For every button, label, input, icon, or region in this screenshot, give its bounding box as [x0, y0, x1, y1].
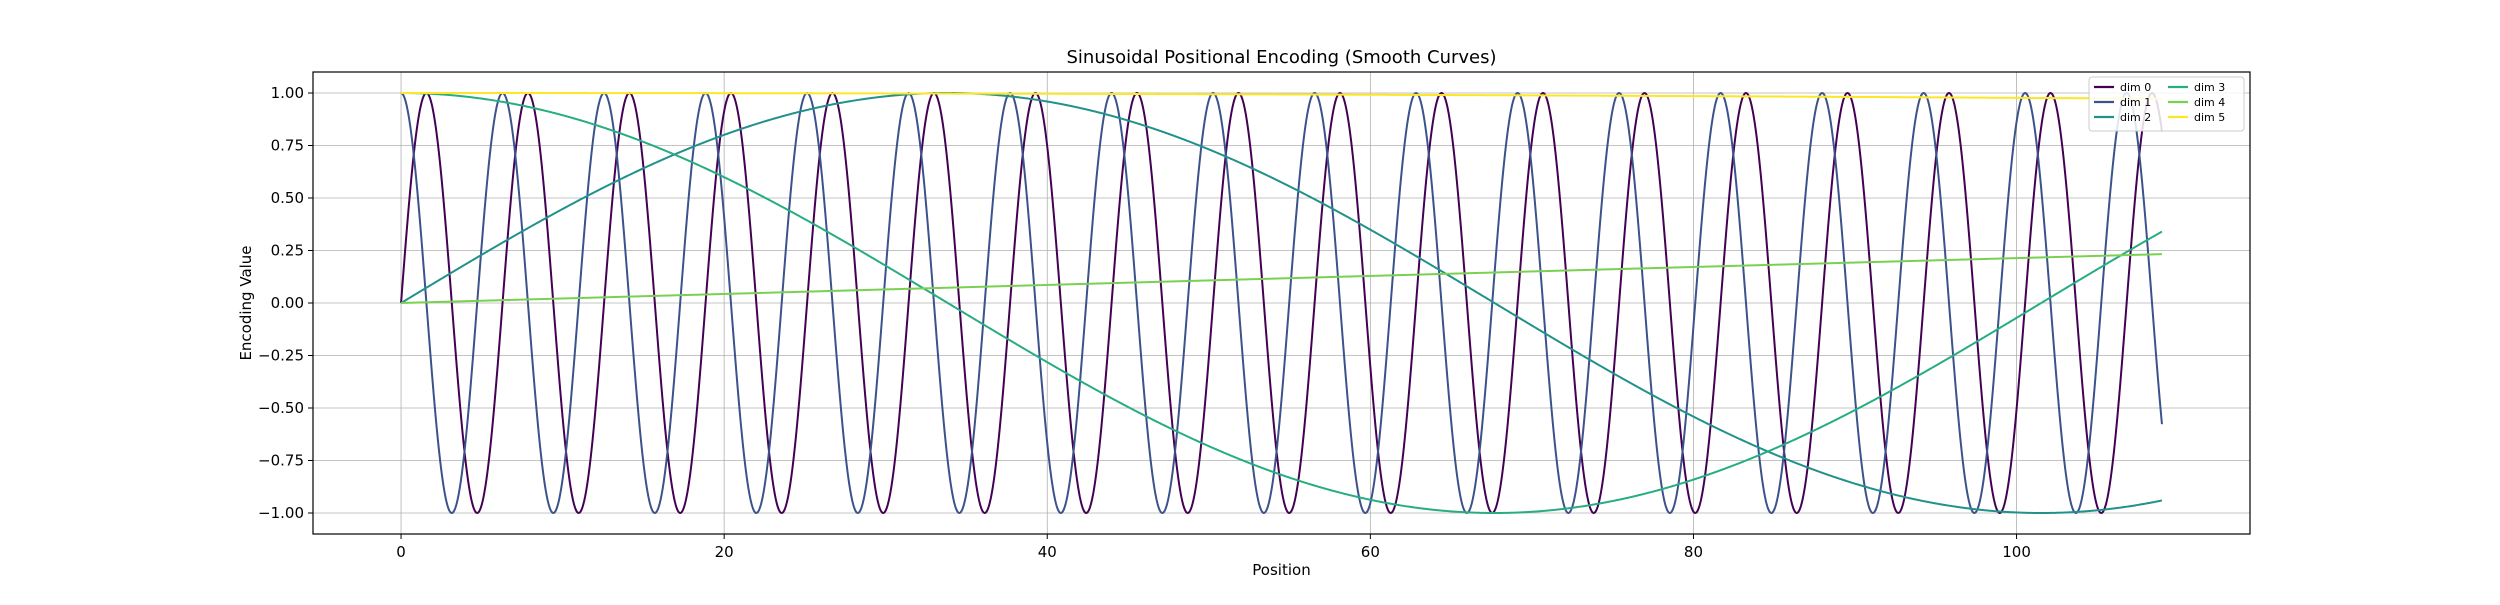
- chart-title: Sinusoidal Positional Encoding (Smooth C…: [1066, 47, 1496, 68]
- y-tick-label: −1.00: [258, 504, 304, 522]
- series-line-dim-0: [400, 92, 2163, 514]
- series-line-dim-4: [400, 253, 2163, 304]
- x-tick-label: 100: [2002, 543, 2031, 561]
- x-tick-label: 60: [1361, 543, 1380, 561]
- y-tick-label: −0.50: [258, 399, 304, 417]
- x-tick-label: 0: [396, 543, 406, 561]
- y-tick-label: 0.25: [271, 242, 304, 260]
- series-line-dim-3: [400, 92, 2163, 514]
- x-tick-label: 20: [715, 543, 734, 561]
- legend-label: dim 0: [2120, 81, 2151, 94]
- legend-label: dim 4: [2194, 96, 2225, 109]
- y-tick-label: 0.75: [271, 137, 304, 155]
- legend-label: dim 1: [2120, 96, 2151, 109]
- series-layer: [400, 92, 2163, 514]
- y-tick-label: −0.75: [258, 452, 304, 470]
- legend-label: dim 3: [2194, 81, 2225, 94]
- legend-label: dim 5: [2194, 111, 2225, 124]
- y-axis-label: Encoding Value: [237, 245, 255, 360]
- tick-layer: 0 20 40 60 80 100 1.00 0.75 0.50 0.25 0.00 −0.25 −0.…: [258, 84, 2031, 561]
- x-tick-label: 40: [1038, 543, 1057, 561]
- y-tick-label: −0.25: [258, 347, 304, 365]
- legend-box: [2088, 76, 2245, 132]
- legend-label: dim 2: [2120, 111, 2151, 124]
- legend: dim 0 dim 1 dim 2 dim 3 dim 4 dim 5: [2088, 76, 2245, 132]
- series-line-dim-5: [400, 92, 2163, 100]
- x-axis-label: Position: [1252, 561, 1310, 579]
- y-tick-label: 0.00: [271, 294, 304, 312]
- y-tick-label: 1.00: [271, 84, 304, 102]
- y-tick-label: 0.50: [271, 189, 304, 207]
- series-line-dim-1: [400, 92, 2163, 514]
- series-line-dim-2: [400, 92, 2163, 514]
- x-tick-label: 80: [1684, 543, 1703, 561]
